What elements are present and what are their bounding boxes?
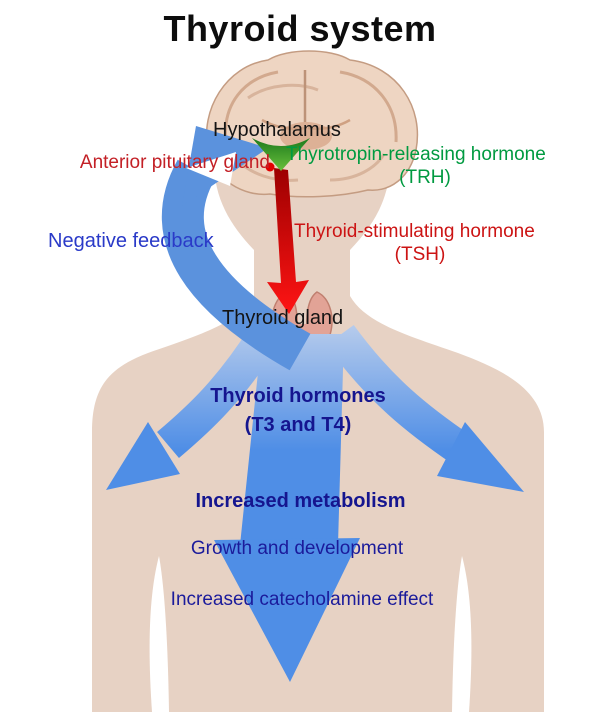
trh-label-line2: (TRH) (399, 167, 451, 188)
trh-arrow (252, 138, 310, 171)
tsh-arrow (267, 168, 309, 314)
negative-feedback-label: Negative feedback (48, 230, 214, 252)
effect-growth-development: Growth and development (190, 538, 404, 559)
tsh-label-line1: Thyroid-stimulating hormone (294, 221, 535, 242)
pituitary-dot (265, 162, 275, 172)
brain-illustration (205, 50, 419, 198)
effect-increased-metabolism: Increased metabolism (195, 490, 406, 512)
negative-feedback-arrow (161, 126, 311, 371)
thyroid-hormones-line1: Thyroid hormones (210, 385, 386, 407)
page-title: Thyroid system (163, 8, 437, 49)
left-arm-gap (149, 556, 169, 712)
effect-catecholamine: Increased catecholamine effect (170, 589, 434, 610)
right-arm-gap (452, 556, 472, 712)
thyroid-hormones-label: Thyroid hormones (T3 and T4) (148, 382, 448, 440)
thyroid-hormone-arrows (106, 324, 524, 682)
thyroid-hormones-line2: (T3 and T4) (244, 414, 352, 436)
anterior-pituitary-label: Anterior pituitary gland (79, 152, 270, 173)
trh-label-line1: Thyrotropin-releasing hormone (286, 144, 546, 165)
thyroid-gland-label: Thyroid gland (222, 307, 344, 329)
hypothalamus-label: Hypothalamus (213, 119, 341, 141)
tsh-label-line2: (TSH) (394, 244, 446, 265)
